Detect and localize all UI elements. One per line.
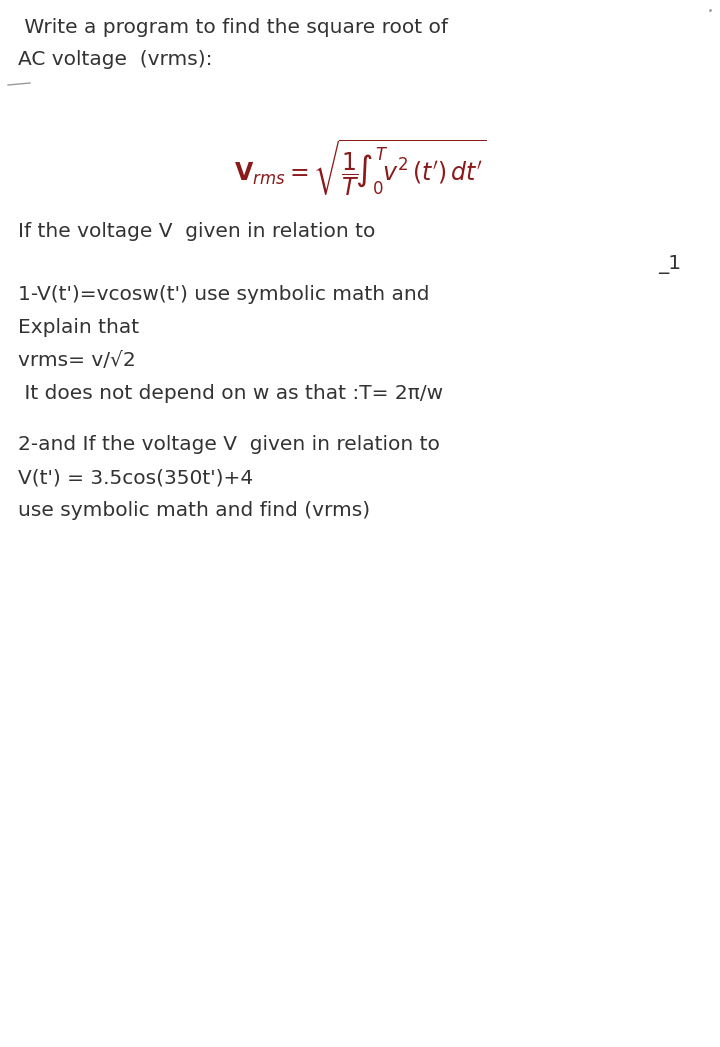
Text: It does not depend on w as that :T= 2π/w: It does not depend on w as that :T= 2π/w — [18, 384, 443, 403]
Text: AC voltage  (vrms):: AC voltage (vrms): — [18, 50, 212, 69]
Text: If the voltage V  given in relation to: If the voltage V given in relation to — [18, 222, 375, 241]
Text: $\mathbf{V}_{\mathbf{\mathit{rms}}} = \sqrt{\dfrac{1}{T}\!\int_0^T\! v^2\,(t')\,: $\mathbf{V}_{\mathbf{\mathit{rms}}} = \s… — [233, 138, 487, 198]
Text: _1: _1 — [658, 255, 681, 274]
Text: Explain that: Explain that — [18, 318, 139, 337]
Text: 1-V(t')=vcosw(t') use symbolic math and: 1-V(t')=vcosw(t') use symbolic math and — [18, 285, 430, 304]
Text: 2-and If the voltage V  given in relation to: 2-and If the voltage V given in relation… — [18, 435, 440, 454]
Text: V(t') = 3.5cos(350t')+4: V(t') = 3.5cos(350t')+4 — [18, 468, 253, 487]
Text: Write a program to find the square root of: Write a program to find the square root … — [18, 18, 448, 37]
Text: vrms= v/√2: vrms= v/√2 — [18, 351, 136, 370]
Text: use symbolic math and find (vrms): use symbolic math and find (vrms) — [18, 502, 370, 520]
